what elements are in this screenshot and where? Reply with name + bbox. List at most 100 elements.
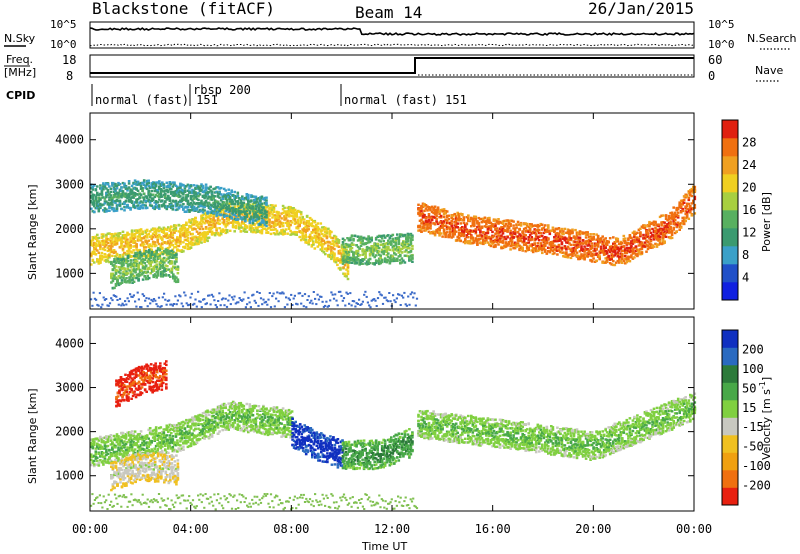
power-cell [387, 239, 390, 242]
power-cell [272, 224, 276, 227]
power-cell [215, 210, 218, 213]
power-cell [450, 214, 453, 218]
power-cell [272, 206, 276, 209]
power-cell [141, 261, 145, 264]
power-cell [580, 254, 583, 258]
power-cell [586, 239, 589, 243]
power-cell [390, 254, 393, 257]
power-cell [118, 255, 122, 258]
power-cell [284, 210, 288, 213]
power-cell [115, 191, 119, 194]
power-cell [147, 239, 150, 242]
power-cell [124, 200, 128, 203]
power-cell [109, 241, 113, 244]
power-cell [176, 202, 179, 205]
power-cell [123, 280, 127, 284]
power-cell [132, 205, 135, 209]
power-cell [500, 229, 503, 232]
power-cell [464, 229, 467, 232]
power-cell [528, 224, 532, 227]
power-cell [191, 190, 194, 193]
power-cell [166, 268, 169, 271]
station-title: Blackstone (fitACF) [92, 0, 275, 18]
power-cell [358, 259, 361, 262]
power-cell [168, 196, 172, 200]
power-cell [90, 263, 93, 266]
power-cell [143, 252, 146, 255]
power-cell [574, 243, 577, 246]
power-cell [308, 239, 312, 243]
power-cell [132, 191, 135, 194]
power-cell [500, 240, 503, 244]
power-cell [459, 232, 462, 235]
freq-label: Freq. [6, 53, 33, 66]
power-cell [253, 216, 256, 219]
power-cell [94, 248, 98, 251]
power-cell [248, 217, 252, 221]
power-cell [563, 245, 567, 248]
power-cell [242, 197, 246, 200]
power-cell [132, 280, 136, 283]
power-cell [272, 214, 276, 217]
power-cell [315, 234, 318, 237]
power-cell [336, 257, 339, 260]
power-cell [198, 240, 202, 244]
power-cell [123, 251, 126, 255]
power-cell [103, 202, 107, 205]
power-cell [556, 236, 559, 239]
power-cell [194, 195, 197, 199]
power-cell [284, 213, 288, 216]
power-cell [139, 239, 143, 242]
power-cell [423, 229, 426, 232]
power-cell [271, 204, 274, 207]
power-cell [522, 238, 526, 241]
power-cell [172, 254, 175, 257]
power-cell [530, 232, 533, 235]
power-cell [140, 255, 143, 258]
power-cell [327, 255, 330, 258]
power-cell [180, 250, 184, 253]
power-cell [574, 248, 577, 251]
power-cell [302, 221, 306, 224]
power-cell [491, 230, 494, 234]
power-cell [260, 206, 264, 209]
power-cell [333, 247, 336, 251]
power-cell [155, 249, 158, 253]
power-cell [149, 254, 152, 258]
power-cell [116, 279, 119, 282]
power-cell [495, 241, 499, 244]
power-cell [263, 215, 267, 219]
power-cell [156, 229, 159, 232]
power-cell [200, 209, 203, 212]
power-cell [451, 229, 455, 233]
power-cell [349, 244, 352, 247]
power-cell [565, 237, 568, 240]
power-cell [150, 228, 153, 231]
power-cell [209, 214, 212, 218]
power-cell [577, 232, 580, 236]
power-cell [289, 214, 292, 217]
power-cell [345, 275, 348, 278]
power-cell [362, 236, 366, 239]
power-cell [247, 200, 250, 203]
power-cell [442, 228, 446, 231]
power-cell [353, 256, 357, 260]
power-cell [228, 212, 232, 216]
power-cell [513, 241, 517, 244]
power-cell [210, 204, 214, 207]
power-cell [513, 244, 517, 247]
power-cell [383, 250, 387, 253]
power-cell [256, 203, 259, 207]
power-cell [120, 238, 123, 242]
power-cell [141, 206, 144, 210]
power-cell [135, 251, 139, 255]
power-cell [420, 213, 423, 216]
power-cell [192, 227, 196, 230]
power-cell [173, 246, 176, 249]
power-cell [177, 186, 181, 190]
power-cell [554, 245, 558, 248]
power-cell [442, 232, 446, 235]
power-cell [453, 224, 456, 227]
power-cell [501, 222, 505, 225]
power-cell [114, 209, 117, 212]
